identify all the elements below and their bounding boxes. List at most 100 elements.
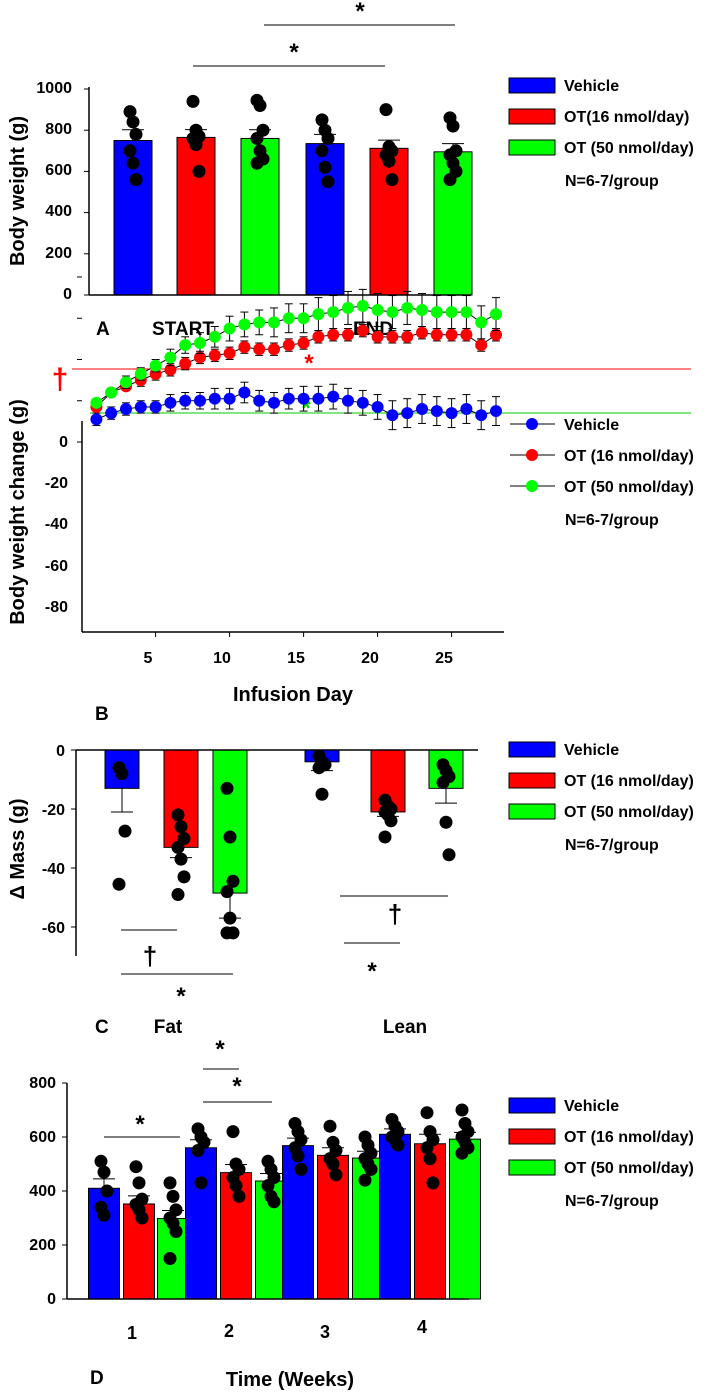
panel-c-legend: Vehicle OT (16 nmol/day) OT (50 nmol/day… xyxy=(508,741,694,854)
panel-a-bar-ot16 xyxy=(369,147,409,296)
panel-c-data-point xyxy=(112,877,126,891)
panel-c-yticks: 0 -20 -40 -60 xyxy=(42,743,65,937)
panel-c-group-label: Fat xyxy=(154,1017,183,1038)
panel-b-point-ot16 xyxy=(460,328,473,341)
panel-a-data-point xyxy=(250,131,264,145)
panel-d-bar-vehicle xyxy=(379,1133,411,1300)
panel-a-data-point xyxy=(123,105,137,119)
panel-d-yticks: 0 200 400 600 800 xyxy=(29,1075,56,1308)
panel-b-point-vehicle xyxy=(208,392,221,405)
panel-d-data-point xyxy=(166,1189,180,1203)
panel-a-data-point xyxy=(189,138,203,152)
panel-d-letter: D xyxy=(90,1368,104,1389)
panel-b-point-vehicle xyxy=(312,392,325,405)
panel-b-ytick-label: -40 xyxy=(45,516,68,533)
panel-b-point-ot50 xyxy=(416,304,428,316)
panel-b-point-ot16 xyxy=(297,337,310,349)
panel-d-data-point xyxy=(100,1184,114,1198)
panel-d-data-point xyxy=(261,1179,275,1193)
legend-marker-ot16 xyxy=(526,449,538,461)
panel-d-ytick-label: 600 xyxy=(29,1129,56,1146)
panel-d-xlabel: Time (Weeks) xyxy=(226,1369,354,1391)
panel-d-data-point xyxy=(97,1208,111,1222)
panel-c-data-point xyxy=(439,815,453,829)
panel-d-group-label: 4 xyxy=(417,1317,427,1337)
panel-a-data-point xyxy=(315,144,329,158)
panel-d-ytick-label: 800 xyxy=(29,1075,56,1092)
panel-a-sig-star: * xyxy=(289,39,299,66)
panel-a-group-label: START xyxy=(152,319,214,340)
panel-a-ytick-label: 0 xyxy=(63,286,72,303)
panel-b-point-ot16 xyxy=(282,339,295,352)
panel-b-point-ot50 xyxy=(386,306,399,319)
panel-b-xtick-label: 20 xyxy=(361,650,379,667)
panel-b-point-vehicle xyxy=(460,403,473,415)
panel-d-data-point xyxy=(232,1189,246,1203)
legend-label: OT (16 nmol/day) xyxy=(564,1129,694,1146)
panel-d-ytick-label: 400 xyxy=(29,1183,56,1200)
panel-d-data-point xyxy=(329,1168,343,1182)
panel-d-data-point xyxy=(420,1141,434,1155)
panel-c: Δ Mass (g) 0 -20 -40 -60 † * † * C Fat L… xyxy=(7,741,694,1038)
panel-d-data-point xyxy=(455,1146,469,1160)
panel-b-point-vehicle xyxy=(297,392,310,405)
legend-swatch-vehicle xyxy=(508,1097,556,1114)
panel-b-point-ot50 xyxy=(445,306,458,319)
panel-a: Body weight (g) 0 200 400 600 800 1000 *… xyxy=(7,0,694,340)
panel-d-data-point xyxy=(191,1144,205,1157)
panel-b-point-ot16 xyxy=(356,324,369,337)
panel-c-bar-ot16 xyxy=(370,749,406,813)
panel-b-point-ot50 xyxy=(208,330,221,343)
legend-note: N=6-7/group xyxy=(565,173,659,190)
panel-c-sig-dagger: † xyxy=(388,899,402,929)
panel-b-point-vehicle xyxy=(356,396,369,409)
panel-b-xtick-label: 25 xyxy=(435,650,453,667)
panel-b-point-ot16 xyxy=(401,330,414,343)
legend-swatch-ot16 xyxy=(508,1128,556,1145)
panel-b-ytick-label: -80 xyxy=(45,599,68,616)
panel-b-point-ot50 xyxy=(297,312,310,325)
legend-marker-ot50 xyxy=(526,480,538,492)
panel-c-data-point xyxy=(115,767,129,781)
panel-c-data-point xyxy=(220,926,234,940)
legend-label: Vehicle xyxy=(564,1098,619,1115)
panel-b-point-ot50 xyxy=(282,312,295,325)
panel-a-ytick-label: 600 xyxy=(45,162,72,179)
legend-swatch-vehicle xyxy=(508,77,556,94)
panel-b: † * * Body weight change (g) 0 -20 -40 -… xyxy=(7,276,694,725)
legend-note: N=6-7/group xyxy=(565,1193,659,1210)
panel-c-sig-star: * xyxy=(367,958,377,985)
panel-a-sig-star: * xyxy=(355,0,365,25)
panel-b-line-vehicle xyxy=(96,391,497,420)
panel-d-sig-star: * xyxy=(215,1036,225,1063)
panel-b-point-ot50 xyxy=(475,316,488,329)
panel-c-ytick-label: 0 xyxy=(56,743,65,760)
panel-b-point-ot16 xyxy=(194,351,206,364)
panel-a-data-point xyxy=(321,175,335,189)
panel-b-point-ot50 xyxy=(268,316,280,329)
panel-b-point-ot50 xyxy=(90,396,103,409)
panel-b-point-vehicle xyxy=(371,400,384,413)
panel-b-point-ot16 xyxy=(490,328,502,341)
panel-b-xtick-label: 5 xyxy=(144,650,153,667)
panel-c-data-point xyxy=(174,852,188,866)
legend-label: OT (16 nmol/day) xyxy=(564,773,694,790)
panel-a-data-point xyxy=(385,173,399,187)
panel-b-point-vehicle xyxy=(327,390,340,403)
panel-d-data-point xyxy=(423,1152,437,1166)
panel-a-data-point xyxy=(253,98,267,112)
panel-a-data-point xyxy=(126,115,140,129)
panel-c-plot xyxy=(71,749,464,940)
legend-label: OT (16 nmol/day) xyxy=(564,448,694,465)
panel-d-ytick-label: 0 xyxy=(47,1291,56,1308)
panel-b-ytick-label: -60 xyxy=(45,558,68,575)
panel-d-sig-star: * xyxy=(232,1073,242,1100)
panel-a-data-point xyxy=(126,156,140,170)
panel-b-point-vehicle xyxy=(268,396,280,409)
panel-b-point-vehicle xyxy=(342,394,354,407)
panel-b-point-vehicle xyxy=(194,394,206,407)
panel-c-data-point xyxy=(174,820,188,834)
panel-b-point-ot50 xyxy=(238,318,251,331)
panel-c-data-point xyxy=(223,830,237,844)
panel-b-ytick-label: 0 xyxy=(59,434,68,451)
